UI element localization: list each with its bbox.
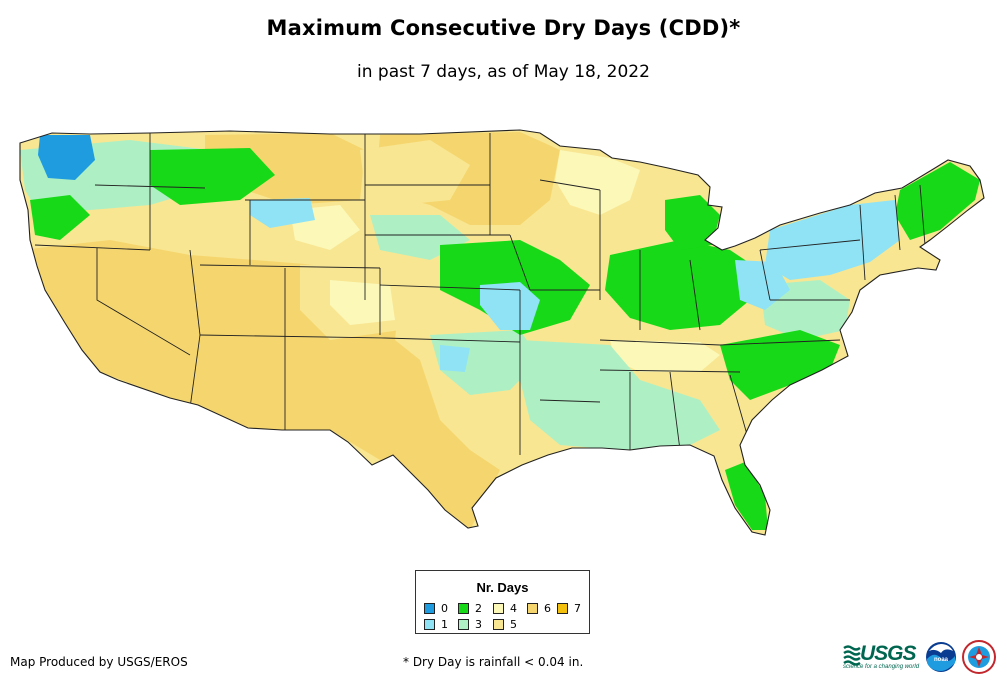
map-credit: Map Produced by USGS/EROS bbox=[10, 655, 188, 669]
zone-1-northeast bbox=[765, 200, 900, 280]
legend-item-2: 2 bbox=[458, 602, 482, 615]
usgs-tagline: science for a changing world bbox=[843, 664, 920, 670]
usgs-wordmark: USGS bbox=[860, 642, 917, 665]
zone-4-tennessee bbox=[610, 340, 720, 372]
zone-2-new-england bbox=[895, 162, 980, 240]
zone-4-wisconsin bbox=[555, 150, 640, 215]
zone-3-gulf bbox=[520, 340, 720, 450]
legend-label-2: 2 bbox=[475, 602, 482, 615]
usgs-wave-icon bbox=[843, 645, 861, 666]
legend-swatch-0 bbox=[424, 603, 435, 614]
legend-label-3: 3 bbox=[475, 618, 482, 631]
dry-day-note: * Dry Day is rainfall < 0.04 in. bbox=[403, 655, 584, 669]
zone-2-michigan bbox=[665, 195, 720, 250]
usgs-logo: USGS science for a changing world bbox=[843, 642, 919, 672]
noaa-wordmark: noaa bbox=[934, 657, 949, 663]
legend-label-0: 0 bbox=[441, 602, 448, 615]
legend-item-3: 3 bbox=[458, 618, 482, 631]
legend-swatch-3 bbox=[458, 619, 469, 630]
zone-4-colorado bbox=[330, 280, 395, 325]
map-subtitle: in past 7 days, as of May 18, 2022 bbox=[357, 62, 650, 82]
legend: Nr. Days 0 1 2 3 4 5 6 7 bbox=[415, 570, 590, 634]
legend-item-6: 6 bbox=[527, 602, 551, 615]
zone-2-ohio-valley bbox=[605, 240, 760, 330]
legend-label-5: 5 bbox=[510, 618, 517, 631]
legend-swatch-4 bbox=[493, 603, 504, 614]
zone-2-oregon bbox=[30, 195, 90, 240]
noaa-logo: noaa bbox=[926, 642, 956, 672]
legend-label-4: 4 bbox=[510, 602, 517, 615]
legend-swatch-2 bbox=[458, 603, 469, 614]
legend-item-7: 7 bbox=[557, 602, 581, 615]
zone-1-ohio bbox=[735, 260, 790, 310]
zone-3-ok bbox=[430, 330, 540, 395]
legend-label-7: 7 bbox=[574, 602, 581, 615]
legend-swatch-7 bbox=[557, 603, 568, 614]
zone-0-washington bbox=[38, 135, 95, 180]
zone-2-carolinas bbox=[720, 330, 840, 400]
state-boundaries bbox=[34, 133, 926, 455]
legend-label-1: 1 bbox=[441, 618, 448, 631]
nws-logo bbox=[962, 640, 996, 674]
zone-2-northern-rockies bbox=[150, 148, 275, 205]
legend-item-1: 1 bbox=[424, 618, 448, 631]
zone-1-missouri bbox=[480, 282, 540, 330]
legend-item-4: 4 bbox=[493, 602, 517, 615]
legend-swatch-1 bbox=[424, 619, 435, 630]
legend-swatch-6 bbox=[527, 603, 538, 614]
legend-item-5: 5 bbox=[493, 618, 517, 631]
map-title: Maximum Consecutive Dry Days (CDD)* bbox=[266, 16, 741, 40]
zone-1-wyoming bbox=[250, 198, 315, 228]
legend-label-6: 6 bbox=[544, 602, 551, 615]
legend-swatch-5 bbox=[493, 619, 504, 630]
zone-2-florida bbox=[725, 462, 768, 530]
legend-title: Nr. Days bbox=[476, 580, 529, 595]
legend-item-0: 0 bbox=[424, 602, 448, 615]
zone-1-texas-patch bbox=[440, 345, 470, 372]
zone-5-dakotas bbox=[360, 140, 470, 205]
